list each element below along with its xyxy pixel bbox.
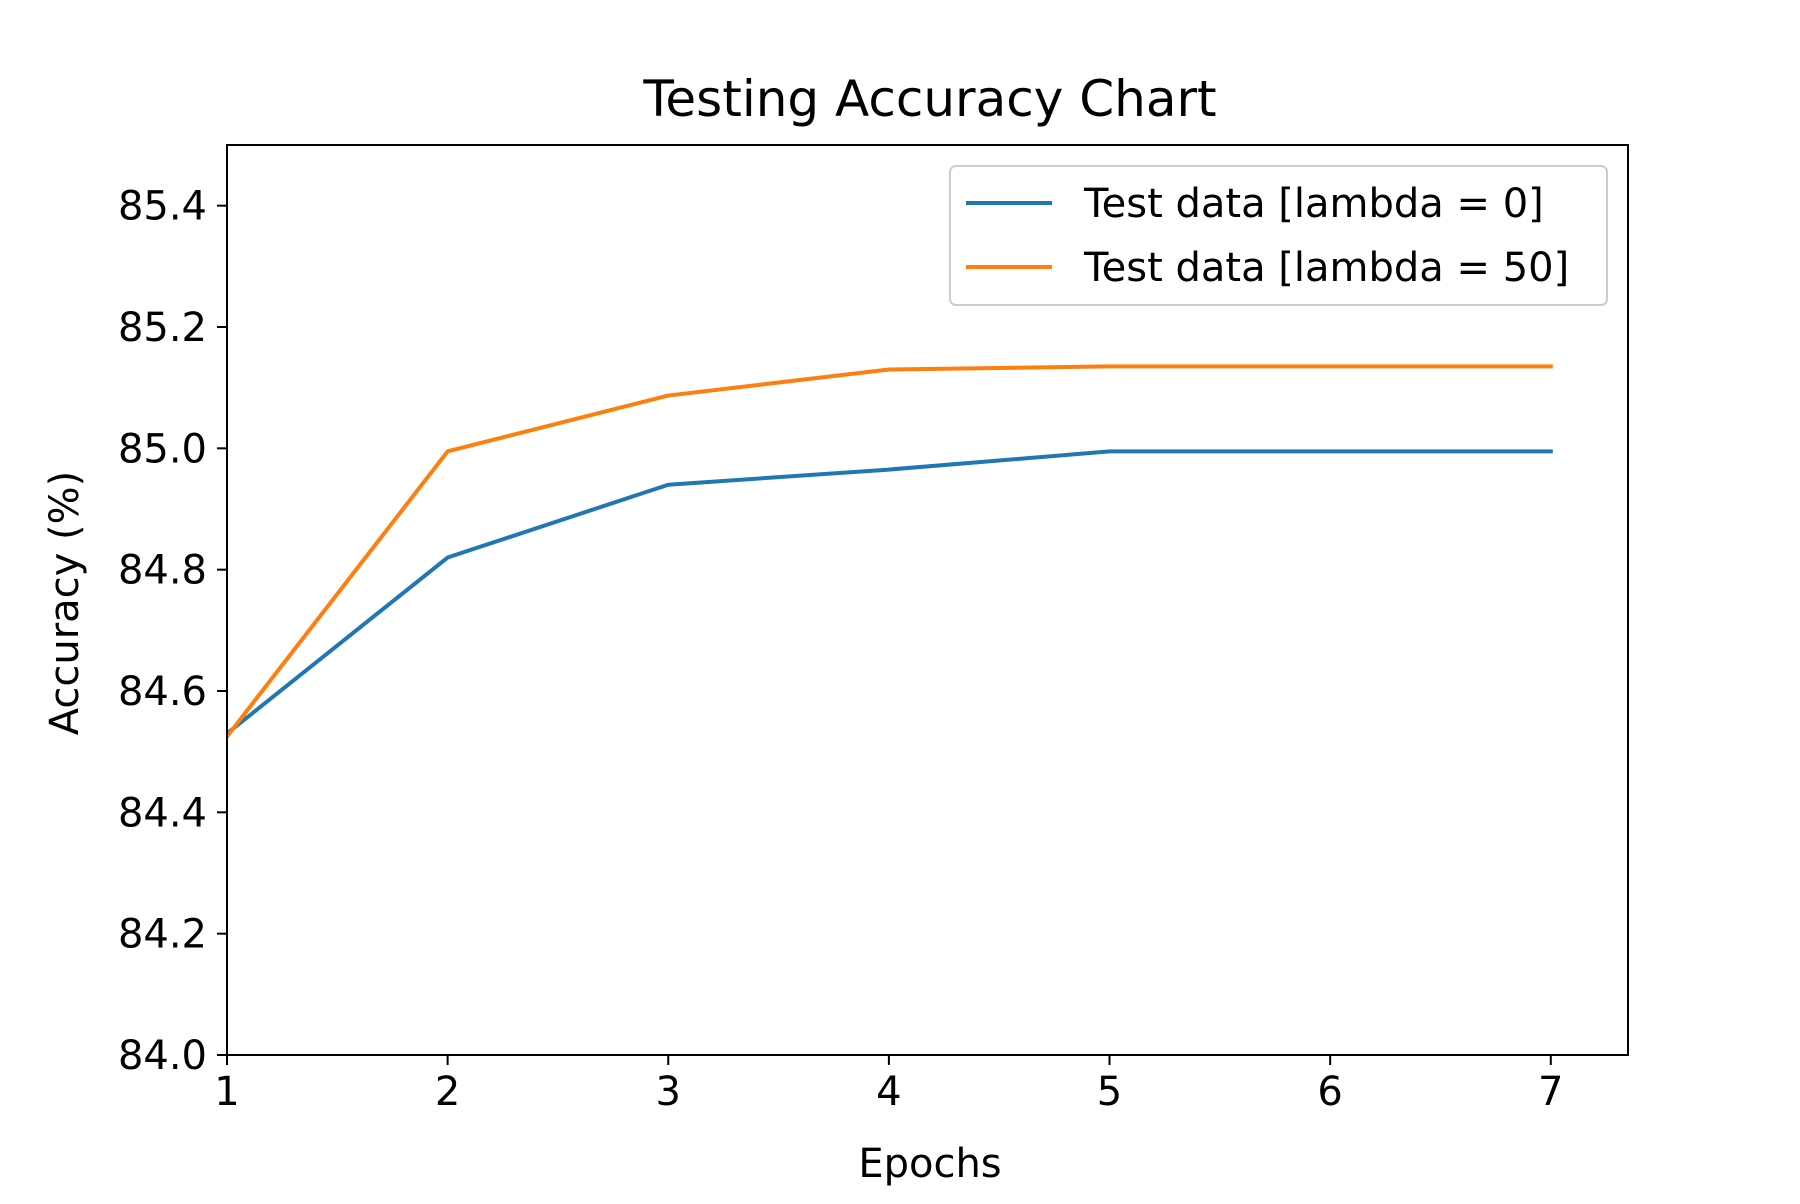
legend-box [949,165,1608,306]
y-tick-label: 84.8 [118,548,207,594]
series-line-2 [227,364,1553,740]
y-tick-label: 84.2 [118,912,207,958]
y-axis-label: Accuracy (%) [42,471,88,736]
legend-label-2: Test data [lambda = 50] [1083,245,1569,291]
x-tick-label: 2 [435,1069,460,1115]
axes-frame [226,144,1629,1056]
plot-area: 1 2 3 4 5 6 7 84.0 84.2 84.4 84.6 84.8 85.0 85.2 85.4 [118,144,1629,1115]
x-tick-label: 3 [656,1069,681,1115]
series-line-1 [227,449,1553,737]
x-axis-label: Epochs [858,1141,1001,1187]
y-tick-label: 85.0 [118,426,207,472]
x-tick-label: 6 [1317,1069,1342,1115]
x-tick-label: 1 [214,1069,239,1115]
legend-label-1: Test data [lambda = 0] [1083,181,1544,227]
y-tick-label: 85.2 [118,305,207,351]
y-tick-label: 84.6 [118,669,207,715]
y-tick-label: 84.0 [118,1033,207,1079]
legend: Test data [lambda = 0] Test data [lambda … [949,165,1608,306]
x-tick-label: 4 [876,1069,901,1115]
y-tick-label: 85.4 [118,184,207,230]
chart-title: Testing Accuracy Chart [642,70,1216,128]
x-tick-label: 7 [1538,1069,1563,1115]
y-tick-label: 84.4 [118,790,207,836]
x-tick-label: 5 [1097,1069,1122,1115]
